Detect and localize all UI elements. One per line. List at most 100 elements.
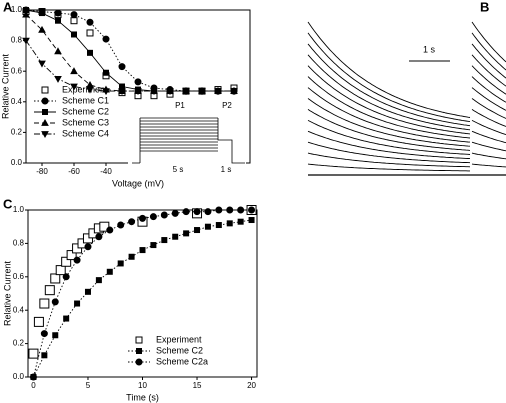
marker [237, 206, 245, 214]
marker [73, 256, 81, 264]
x-tick-label: 15 [193, 381, 202, 390]
series-line [33, 219, 252, 378]
marker [128, 253, 135, 260]
marker [102, 35, 110, 43]
marker [38, 25, 46, 33]
marker [166, 88, 174, 96]
marker [117, 221, 125, 229]
legend-label: Scheme C2 [62, 106, 109, 116]
marker [71, 31, 77, 38]
current-trace [307, 87, 471, 143]
marker [52, 332, 59, 339]
marker [215, 206, 223, 214]
marker [55, 17, 61, 24]
y-tick-label: 0.4 [13, 305, 25, 314]
current-trace [307, 163, 470, 172]
annotation: P2 [222, 101, 232, 110]
marker [150, 88, 158, 96]
plot-frame [27, 209, 258, 378]
marker [118, 88, 126, 96]
x-tick-label: 0 [31, 381, 36, 390]
marker [102, 88, 110, 96]
current-trace [471, 141, 506, 152]
y-tick-label: 0.4 [11, 97, 23, 106]
marker [74, 300, 81, 307]
current-trace [471, 109, 506, 127]
marker [55, 265, 66, 276]
panel-label: B [480, 0, 489, 14]
scale-bar-label: 1 s [423, 44, 436, 54]
marker [51, 298, 59, 306]
legend-marker [41, 131, 49, 139]
marker [160, 211, 168, 219]
legend-label: Scheme C2 [156, 345, 203, 355]
current-trace [307, 152, 471, 168]
marker [28, 348, 39, 359]
legend-label: Scheme C1 [62, 95, 109, 105]
legend-marker [135, 336, 143, 344]
marker [87, 49, 93, 56]
x-tick-label: 10 [138, 381, 147, 390]
current-trace [471, 87, 506, 111]
marker [54, 47, 62, 55]
x-tick-label: -80 [36, 167, 48, 176]
legend-marker [42, 109, 48, 115]
x-tick-label: 20 [247, 381, 256, 390]
x-tick-label: -40 [100, 167, 112, 176]
marker [149, 213, 157, 221]
y-tick-label: 1.0 [11, 5, 23, 14]
marker [70, 83, 78, 91]
marker [103, 69, 109, 76]
marker [117, 260, 124, 267]
marker [139, 247, 146, 254]
marker [86, 18, 94, 26]
marker [226, 206, 234, 214]
marker [33, 316, 44, 327]
annotation: P1 [175, 101, 185, 110]
annotation: 1 s [221, 165, 232, 174]
current-trace [471, 65, 506, 95]
current-trace [471, 32, 506, 71]
current-trace [307, 32, 471, 123]
marker [215, 222, 222, 229]
current-trace [307, 65, 471, 135]
marker [40, 330, 48, 338]
marker [82, 233, 93, 244]
marker [39, 298, 50, 309]
current-trace [471, 130, 506, 144]
legend-marker [41, 86, 49, 94]
marker [61, 256, 72, 267]
marker [63, 315, 70, 322]
legend-label: Scheme C4 [62, 128, 109, 138]
y-axis-label: Relative Current [0, 53, 10, 119]
panel-label: C [3, 196, 13, 211]
y-tick-label: 0.6 [11, 66, 23, 75]
current-trace [307, 98, 471, 147]
marker [237, 218, 244, 225]
protocol-p2 [217, 118, 245, 164]
x-tick-label: 5 [86, 381, 91, 390]
marker [44, 285, 55, 296]
x-tick-label: -60 [68, 167, 80, 176]
legend-label: Experiment [62, 84, 108, 94]
marker [86, 86, 94, 94]
inset-protocol [128, 100, 246, 178]
marker [118, 63, 126, 71]
marker [214, 88, 222, 96]
current-trace [471, 43, 506, 79]
marker [193, 208, 201, 216]
y-axis-label: Relative Current [2, 260, 12, 326]
marker [22, 37, 30, 45]
marker [182, 88, 190, 96]
series-line [33, 209, 252, 378]
legend-label: Scheme C2a [156, 356, 208, 366]
y-tick-label: 0.6 [13, 272, 25, 281]
y-tick-label: 0.0 [11, 158, 23, 167]
marker [204, 223, 211, 230]
marker [70, 11, 78, 19]
marker [22, 10, 30, 18]
marker [41, 352, 48, 359]
marker [39, 10, 45, 17]
marker [194, 227, 201, 234]
current-trace [471, 163, 506, 168]
